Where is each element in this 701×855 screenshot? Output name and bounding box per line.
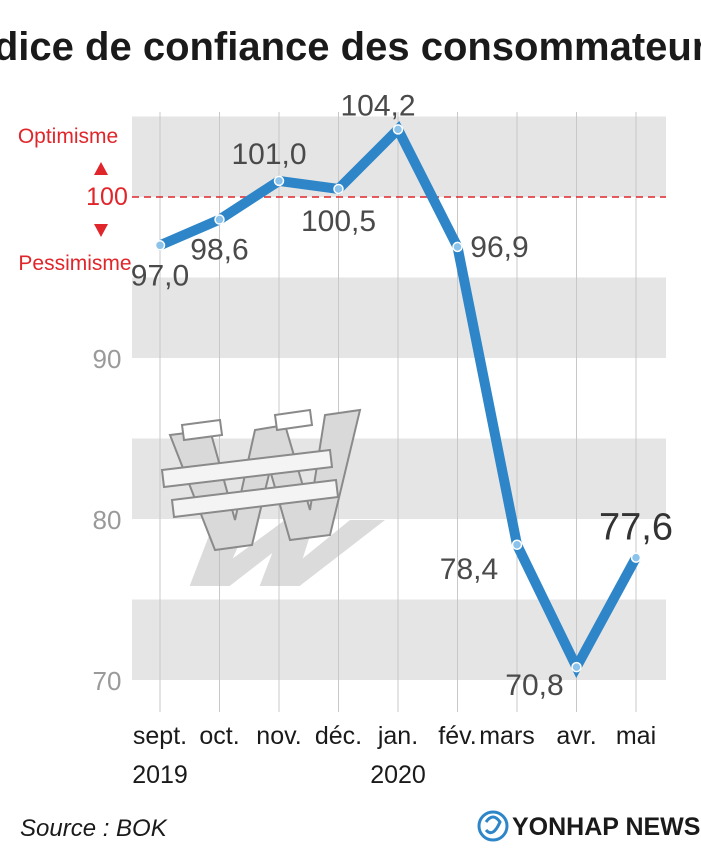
threshold-label: 100 <box>86 183 128 211</box>
yonhap-logo: YONHAP NEWS <box>477 810 700 842</box>
x-axis-ticks: sept. oct. nov. déc. jan. fév. mars avr. mai 2019… <box>132 722 656 789</box>
won-symbol-illustration <box>160 408 385 587</box>
x-tick-label: sept. <box>133 722 187 750</box>
data-point <box>154 240 166 251</box>
data-point <box>333 183 344 195</box>
band-1 <box>132 277 666 358</box>
data-label: 100,5 <box>301 205 376 238</box>
yonhap-logo-text: YONHAP NEWS <box>512 813 700 841</box>
data-point <box>214 214 225 225</box>
data-labels: 97,098,6 101,0 100,5 104,2 96,9 78,4 70,8 77,6 <box>131 89 673 702</box>
x-year-label: 2020 <box>370 761 426 789</box>
x-gridlines <box>159 112 637 712</box>
data-label: 96,9 <box>470 231 528 264</box>
down-triangle-icon <box>94 224 108 237</box>
x-tick-label: fév. <box>438 722 476 750</box>
yonhap-logo-icon <box>477 810 509 842</box>
y-tick-label: 90 <box>93 344 122 374</box>
data-label: 101,0 <box>231 138 306 171</box>
sentiment-annotation: Optimisme 100 Pessimisme <box>18 125 132 275</box>
background-bands <box>132 116 666 680</box>
data-points <box>154 124 642 673</box>
x-tick-label: avr. <box>556 722 596 750</box>
x-year-label: 2019 <box>132 761 188 789</box>
data-point <box>511 539 523 551</box>
data-label: 104,2 <box>340 89 415 122</box>
chart-title: Indice de confiance des consommateurs <box>0 25 701 69</box>
x-tick-label: mars <box>479 722 535 750</box>
source-note: Source : BOK <box>20 815 168 842</box>
data-point <box>392 124 404 135</box>
pessimism-label: Pessimisme <box>18 252 131 275</box>
x-tick-label: mai <box>616 722 656 750</box>
data-label: 78,4 <box>440 553 498 586</box>
data-label: 97,0 <box>131 259 189 292</box>
up-triangle-icon <box>94 162 108 175</box>
data-point <box>571 661 582 673</box>
optimism-label: Optimisme <box>18 125 118 148</box>
x-tick-label: déc. <box>315 722 362 750</box>
data-label: 77,6 <box>599 507 673 549</box>
data-point <box>630 552 642 563</box>
data-point <box>273 175 285 187</box>
x-tick-label: oct. <box>199 722 239 750</box>
data-label: 98,6 <box>190 234 248 267</box>
x-tick-label: nov. <box>256 722 301 750</box>
y-tick-label: 70 <box>93 666 122 696</box>
y-axis-ticks: 70 80 90 <box>93 344 122 696</box>
x-tick-label: jan. <box>377 722 418 750</box>
data-point <box>452 241 463 253</box>
data-label: 70,8 <box>505 669 563 702</box>
y-tick-label: 80 <box>93 505 122 535</box>
